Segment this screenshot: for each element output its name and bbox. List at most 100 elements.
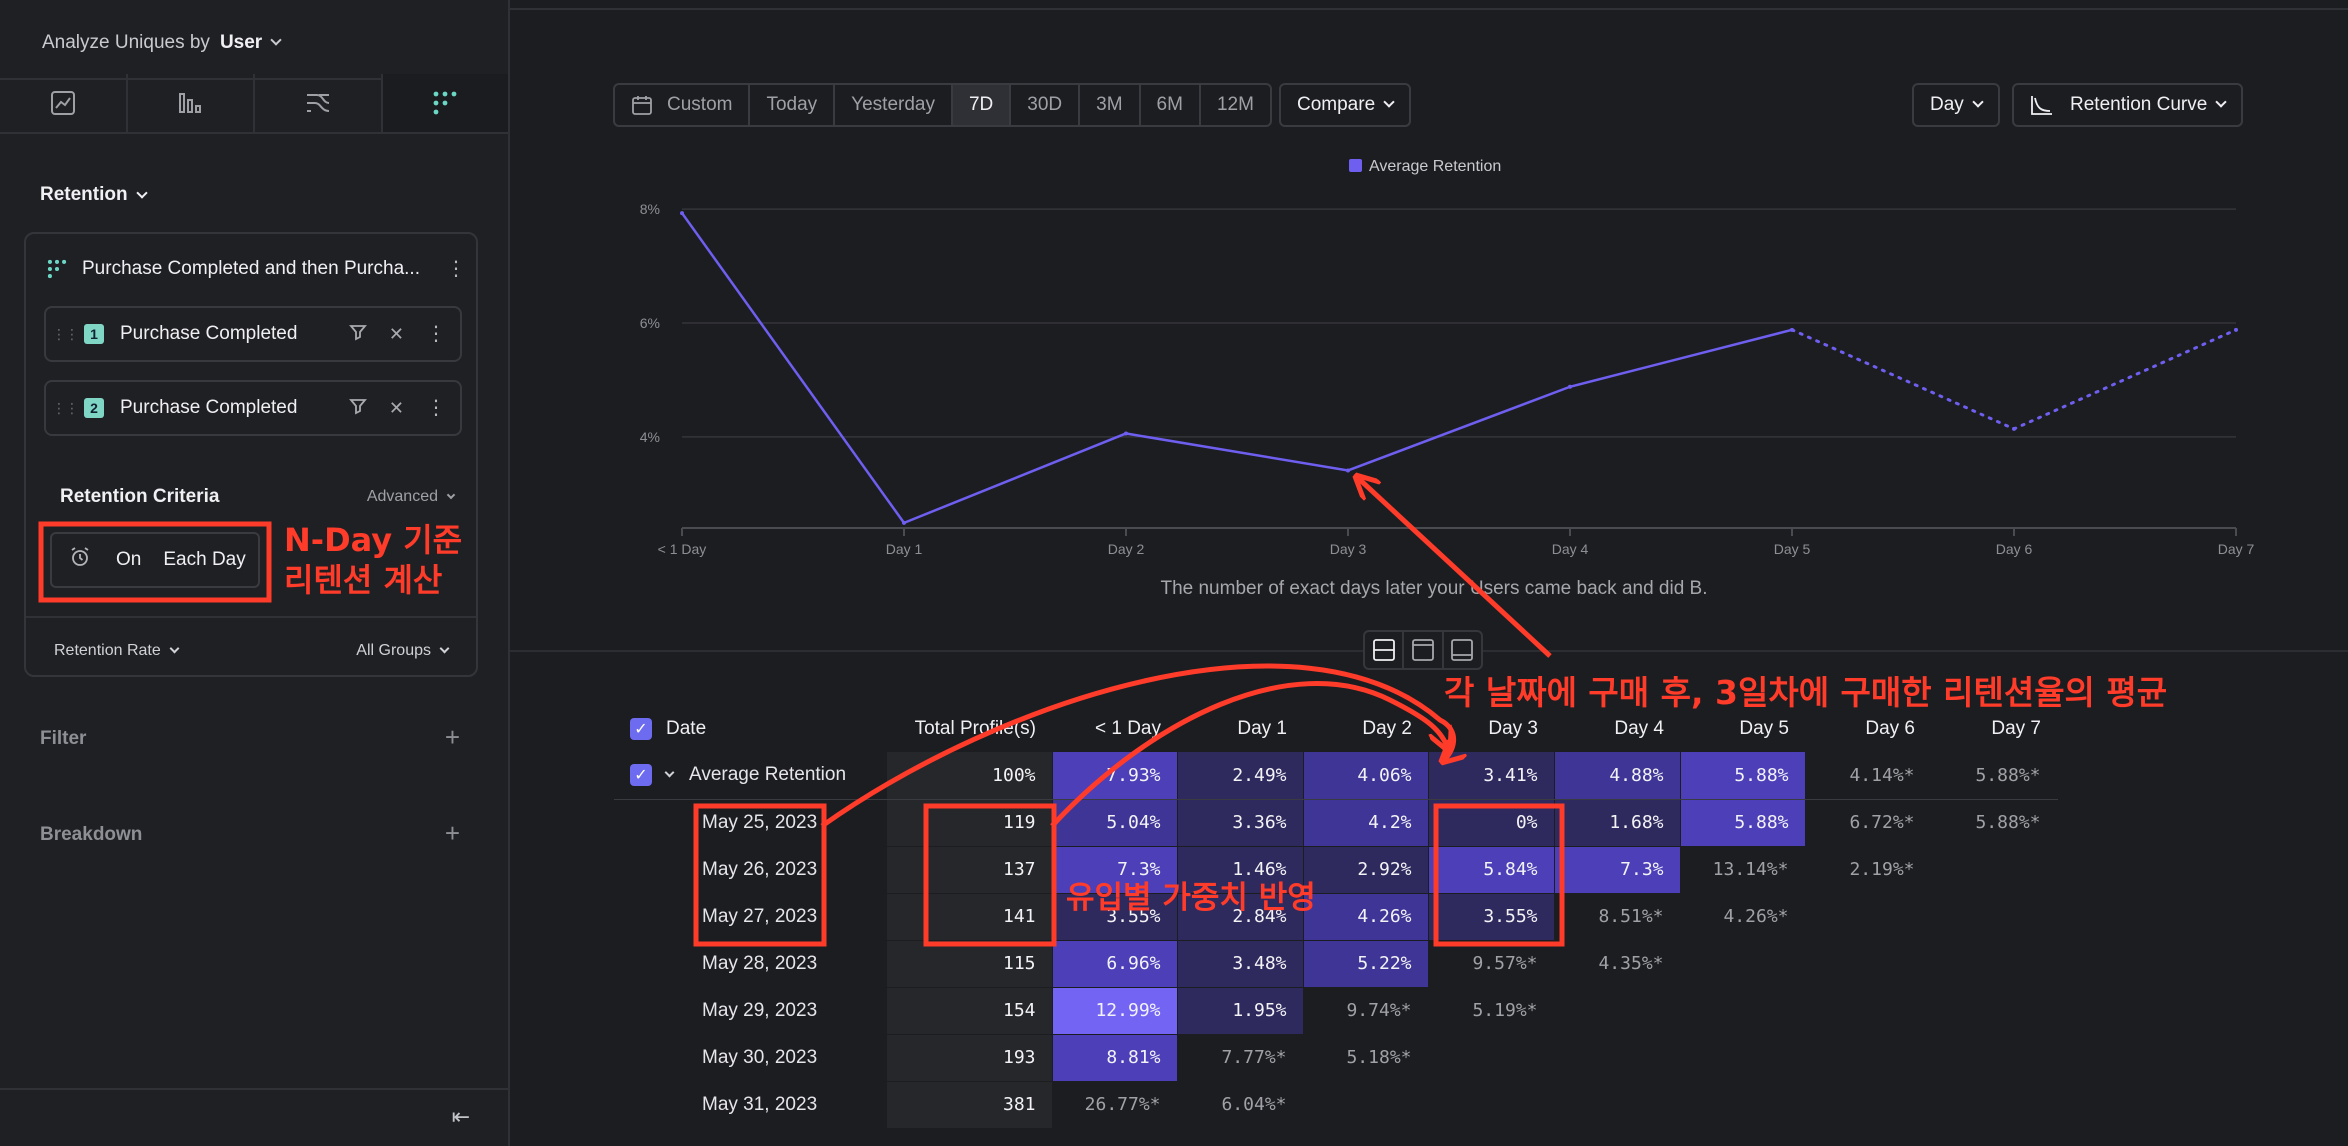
- retention-cell[interactable]: 9.74%*: [1303, 987, 1429, 1035]
- range-7d[interactable]: 7D: [952, 85, 1012, 125]
- compare-button[interactable]: Compare: [1279, 83, 1412, 127]
- retention-cell[interactable]: [1931, 1034, 2058, 1082]
- advanced-toggle[interactable]: Advanced: [367, 488, 456, 506]
- table-row[interactable]: May 26, 2023 137 7.3% 1.46% 2.92% 5.84% 7.3% 13…: [614, 846, 2058, 894]
- retention-cell[interactable]: 2.84%: [1177, 893, 1304, 941]
- retention-cell[interactable]: 3.48%: [1177, 940, 1304, 988]
- day-3-header[interactable]: Day 3: [1488, 718, 1538, 739]
- retention-cell[interactable]: 3.36%: [1177, 799, 1304, 847]
- kebab-menu-icon[interactable]: ⋮: [426, 397, 446, 419]
- retention-cell[interactable]: 3.41%: [1428, 752, 1555, 800]
- retention-cell[interactable]: 8.51%*: [1554, 893, 1681, 941]
- retention-cell[interactable]: 1.95%: [1177, 987, 1304, 1035]
- retention-cell[interactable]: [1805, 940, 1932, 988]
- retention-cell[interactable]: [1428, 1034, 1555, 1082]
- retention-cell[interactable]: [1680, 1034, 1806, 1082]
- retention-cell[interactable]: [1931, 940, 2058, 988]
- average-retention-row[interactable]: ✓ Average Retention 100% 7.93% 2.49% 4.06% 3.4…: [614, 752, 2058, 800]
- chart-only-icon[interactable]: [1404, 632, 1444, 668]
- table-row[interactable]: May 25, 2023 119 5.04% 3.36% 4.2% 0% 1.68% 5.88…: [614, 799, 2058, 847]
- date-column-header[interactable]: ✓ Date: [614, 706, 886, 752]
- retention-cell[interactable]: 2.92%: [1303, 846, 1429, 894]
- retention-cell[interactable]: 4.14%*: [1805, 752, 1932, 800]
- retention-cell[interactable]: 5.88%: [1680, 752, 1806, 800]
- retention-cell[interactable]: 8.81%: [1052, 1034, 1178, 1082]
- select-all-checkbox[interactable]: ✓: [630, 717, 652, 740]
- add-filter-icon[interactable]: +: [444, 722, 460, 752]
- retention-cell[interactable]: [1680, 987, 1806, 1035]
- day-6-header[interactable]: Day 6: [1865, 718, 1915, 739]
- retention-cell[interactable]: 9.57%*: [1428, 940, 1555, 988]
- retention-cell[interactable]: 4.88%: [1554, 752, 1681, 800]
- day-7-header[interactable]: Day 7: [1991, 718, 2041, 739]
- drag-handle-icon[interactable]: ⋮⋮: [52, 325, 79, 342]
- split-view-icon[interactable]: [1365, 632, 1405, 668]
- retention-cell[interactable]: 26.77%*: [1052, 1081, 1178, 1129]
- retention-section-title[interactable]: Retention: [40, 184, 148, 206]
- day-4-header[interactable]: Day 4: [1614, 718, 1664, 739]
- range-12m[interactable]: 12M: [1216, 94, 1254, 115]
- close-icon[interactable]: ✕: [388, 323, 404, 344]
- retention-cell[interactable]: [1680, 1081, 1806, 1129]
- row-checkbox[interactable]: ✓: [630, 764, 652, 787]
- retention-cell[interactable]: [1428, 1081, 1555, 1129]
- filter-icon[interactable]: [348, 323, 367, 346]
- retention-cell[interactable]: 6.96%: [1052, 940, 1178, 988]
- day-2-header[interactable]: Day 2: [1362, 718, 1412, 739]
- retention-cell[interactable]: [1931, 1081, 2058, 1129]
- table-only-icon[interactable]: [1444, 632, 1481, 668]
- retention-cell[interactable]: 1.68%: [1554, 799, 1681, 847]
- table-row[interactable]: May 28, 2023 115 6.96% 3.48% 5.22% 9.57%* 4.35…: [614, 940, 2058, 988]
- chevron-down-icon[interactable]: [664, 767, 675, 778]
- retention-cell[interactable]: [1931, 846, 2058, 894]
- day-5-header[interactable]: Day 5: [1739, 718, 1789, 739]
- retention-cell[interactable]: 5.84%: [1428, 846, 1555, 894]
- all-groups-selector[interactable]: All Groups: [356, 642, 450, 660]
- table-row[interactable]: May 29, 2023 154 12.99% 1.95% 9.74%* 5.19%*: [614, 987, 2058, 1035]
- retention-cell[interactable]: [1554, 1081, 1681, 1129]
- retention-cell[interactable]: 6.72%*: [1805, 799, 1932, 847]
- retention-cell[interactable]: 4.06%: [1303, 752, 1429, 800]
- table-row[interactable]: May 31, 2023 381 26.77%* 6.04%*: [614, 1081, 2058, 1129]
- retention-cell[interactable]: 13.14%*: [1680, 846, 1806, 894]
- retention-cell[interactable]: [1805, 1034, 1932, 1082]
- tab-retention[interactable]: [382, 74, 508, 132]
- retention-rate-selector[interactable]: Retention Rate: [54, 642, 180, 660]
- table-row[interactable]: May 30, 2023 193 8.81% 7.77%* 5.18%*: [614, 1034, 2058, 1082]
- retention-cell[interactable]: 12.99%: [1052, 987, 1178, 1035]
- retention-cell[interactable]: 2.49%: [1177, 752, 1304, 800]
- retention-cell[interactable]: 3.55%: [1428, 893, 1555, 941]
- step-2[interactable]: ⋮⋮ 2 Purchase Completed ✕ ⋮: [44, 380, 462, 436]
- chart-type-button[interactable]: Retention Curve: [2012, 83, 2244, 127]
- range-30d[interactable]: 30D: [1011, 85, 1081, 125]
- retention-cell[interactable]: 5.88%*: [1931, 752, 2058, 800]
- metric-header[interactable]: Purchase Completed and then Purcha... ⋮: [46, 252, 466, 286]
- retention-cell[interactable]: [1680, 940, 1806, 988]
- collapse-sidebar-icon[interactable]: ⇤: [451, 1104, 470, 1129]
- kebab-menu-icon[interactable]: ⋮: [426, 323, 446, 345]
- retention-cell[interactable]: 7.3%: [1554, 846, 1681, 894]
- range-yesterday[interactable]: Yesterday: [835, 85, 953, 125]
- retention-cell[interactable]: [1554, 1034, 1681, 1082]
- retention-cell[interactable]: [1931, 893, 2058, 941]
- range-3m[interactable]: 3M: [1080, 85, 1141, 125]
- retention-cell[interactable]: [1554, 987, 1681, 1035]
- retention-cell[interactable]: 5.18%*: [1303, 1034, 1429, 1082]
- retention-cell[interactable]: [1805, 1081, 1932, 1129]
- retention-cell[interactable]: 0%: [1428, 799, 1555, 847]
- step-1[interactable]: ⋮⋮ 1 Purchase Completed ✕ ⋮: [44, 306, 462, 362]
- retention-cell[interactable]: 1.46%: [1177, 846, 1304, 894]
- custom-range-button[interactable]: Custom: [615, 85, 751, 125]
- retention-cell[interactable]: 5.22%: [1303, 940, 1429, 988]
- table-row[interactable]: May 27, 2023 141 3.55% 2.84% 4.26% 3.55% 8.51%…: [614, 893, 2058, 941]
- day-1-header[interactable]: Day 1: [1237, 718, 1287, 739]
- retention-cell[interactable]: 2.19%*: [1805, 846, 1932, 894]
- retention-cell[interactable]: [1805, 987, 1932, 1035]
- close-icon[interactable]: ✕: [388, 397, 404, 418]
- filter-icon[interactable]: [348, 397, 367, 420]
- retention-cell[interactable]: 4.26%: [1303, 893, 1429, 941]
- retention-cell[interactable]: 7.77%*: [1177, 1034, 1304, 1082]
- retention-cell[interactable]: 7.93%: [1052, 752, 1178, 800]
- retention-cell[interactable]: 5.04%: [1052, 799, 1178, 847]
- retention-cell[interactable]: 4.2%: [1303, 799, 1429, 847]
